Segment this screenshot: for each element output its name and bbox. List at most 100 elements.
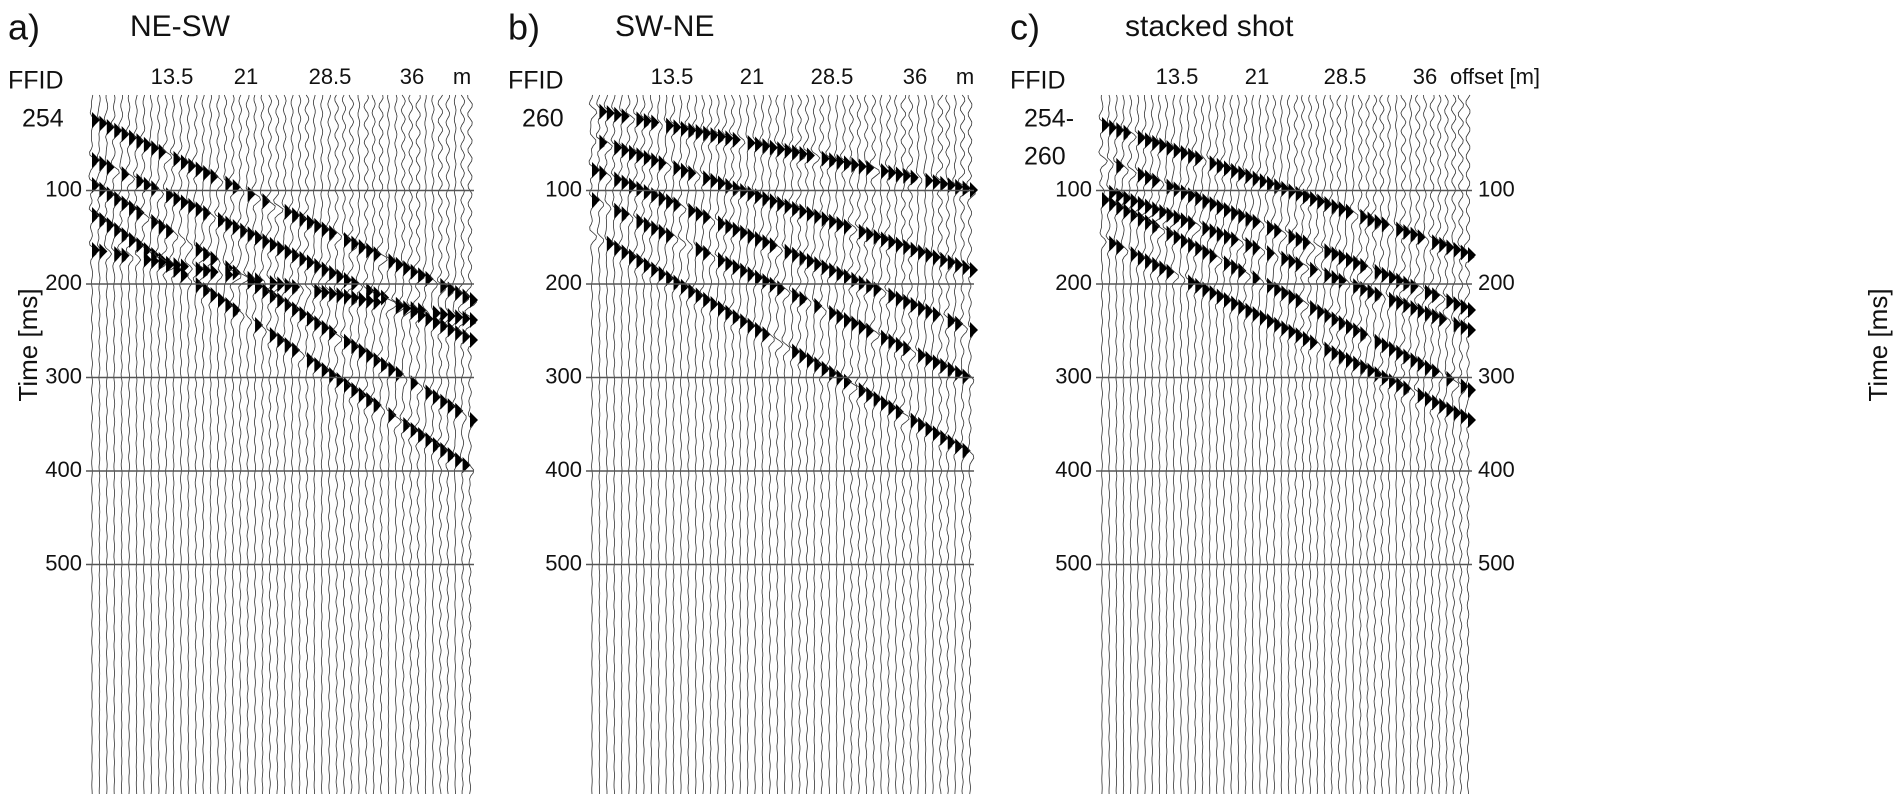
trace-peak — [1259, 173, 1268, 190]
trace-peak — [1173, 209, 1182, 226]
trace-peak — [292, 342, 301, 358]
trace-peak — [1432, 394, 1441, 411]
trace-peak — [1252, 306, 1261, 323]
trace — [603, 94, 613, 794]
trace-peak — [366, 282, 375, 299]
trace-peak — [410, 422, 419, 438]
trace-peak — [940, 429, 949, 446]
ffid-label: FFID — [8, 67, 64, 95]
x-tick-label: 36 — [1413, 64, 1437, 89]
x-tick-label: 13.5 — [1156, 64, 1199, 89]
trace-peak — [92, 242, 100, 258]
trace-peak — [455, 284, 464, 301]
trace-peak — [1166, 263, 1175, 280]
x-tick-label: m — [956, 64, 974, 89]
ffid-label: 260 — [522, 105, 564, 133]
trace-peak — [1403, 224, 1412, 241]
trace-peak — [680, 162, 689, 179]
trace — [1234, 94, 1245, 795]
trace-peak — [1324, 196, 1333, 213]
trace-peak — [440, 393, 449, 410]
trace — [1377, 94, 1389, 795]
x-tick-label: 21 — [1245, 64, 1269, 89]
trace — [221, 94, 231, 795]
trace-peak — [284, 277, 293, 294]
trace-peak — [92, 177, 100, 193]
trace-peak — [947, 434, 956, 451]
trace-peak — [1410, 300, 1419, 317]
trace-peak — [955, 438, 964, 455]
trace-peak — [299, 250, 308, 267]
trace-peak — [344, 232, 352, 248]
trace-peak — [1252, 239, 1261, 256]
trace-peak — [769, 237, 778, 254]
y-tick-label: 500 — [45, 550, 82, 575]
trace-peak — [799, 203, 808, 220]
trace-peak — [269, 287, 278, 304]
trace-peak — [366, 292, 375, 309]
trace — [744, 94, 754, 794]
trace-peak — [151, 180, 160, 197]
trace — [588, 94, 598, 795]
trace-peak — [1202, 193, 1211, 210]
trace-peak — [821, 360, 830, 377]
trace-peak — [858, 274, 867, 291]
trace-peak — [388, 253, 397, 270]
trace — [1249, 94, 1258, 795]
trace-peak — [1274, 178, 1283, 195]
trace — [773, 94, 784, 794]
trace-peak — [962, 180, 971, 197]
trace-peak — [970, 262, 978, 278]
trace-peak — [1224, 255, 1232, 272]
trace — [817, 94, 829, 794]
trace-peak — [1310, 190, 1319, 207]
trace-peak — [1353, 355, 1362, 372]
trace-peak — [1468, 382, 1476, 398]
trace-peak — [306, 352, 315, 368]
trace-peak — [1432, 363, 1441, 380]
y-axis-label: Time [ms] — [1863, 288, 1893, 401]
trace-peak — [1331, 311, 1340, 328]
trace-peak — [121, 126, 130, 143]
trace-peak — [269, 236, 278, 253]
trace — [699, 94, 710, 795]
trace-peak — [925, 303, 934, 320]
trace-peak — [910, 241, 919, 258]
trace-peak — [629, 177, 638, 194]
trace-peak — [636, 147, 645, 164]
trace-peak — [1159, 137, 1168, 154]
trace-peak — [688, 202, 697, 219]
trace-peak — [1468, 302, 1476, 318]
panel-letter: c) — [1010, 7, 1040, 48]
y-tick-label: 400 — [1478, 457, 1515, 482]
trace — [595, 94, 605, 795]
trace-peak — [851, 156, 860, 173]
trace-peak — [784, 142, 793, 159]
trace — [751, 94, 761, 795]
trace-peak — [225, 266, 234, 283]
trace-peak — [321, 319, 330, 336]
trace-peak — [151, 213, 160, 230]
trace-peak — [1145, 214, 1154, 231]
trace-peak — [947, 254, 956, 271]
trace-peak — [314, 283, 323, 300]
trace-peak — [792, 246, 801, 263]
trace-peak — [881, 329, 890, 346]
trace-peak — [336, 372, 345, 388]
trace-peak — [658, 190, 667, 207]
trace-peak — [240, 222, 249, 239]
trace-peak — [1295, 292, 1304, 309]
ffid-label: FFID — [1010, 67, 1066, 95]
trace — [647, 94, 658, 795]
trace — [846, 94, 859, 795]
trace-peak — [1446, 370, 1455, 387]
trace — [1334, 94, 1345, 795]
trace-peak — [344, 377, 352, 393]
trace — [464, 94, 478, 795]
trace-peak — [710, 172, 719, 189]
trace-peak — [1403, 380, 1412, 397]
trace-peak — [1231, 204, 1240, 221]
trace-peak — [1180, 145, 1189, 162]
trace-peak — [306, 214, 315, 231]
y-tick-label: 500 — [1478, 550, 1515, 575]
